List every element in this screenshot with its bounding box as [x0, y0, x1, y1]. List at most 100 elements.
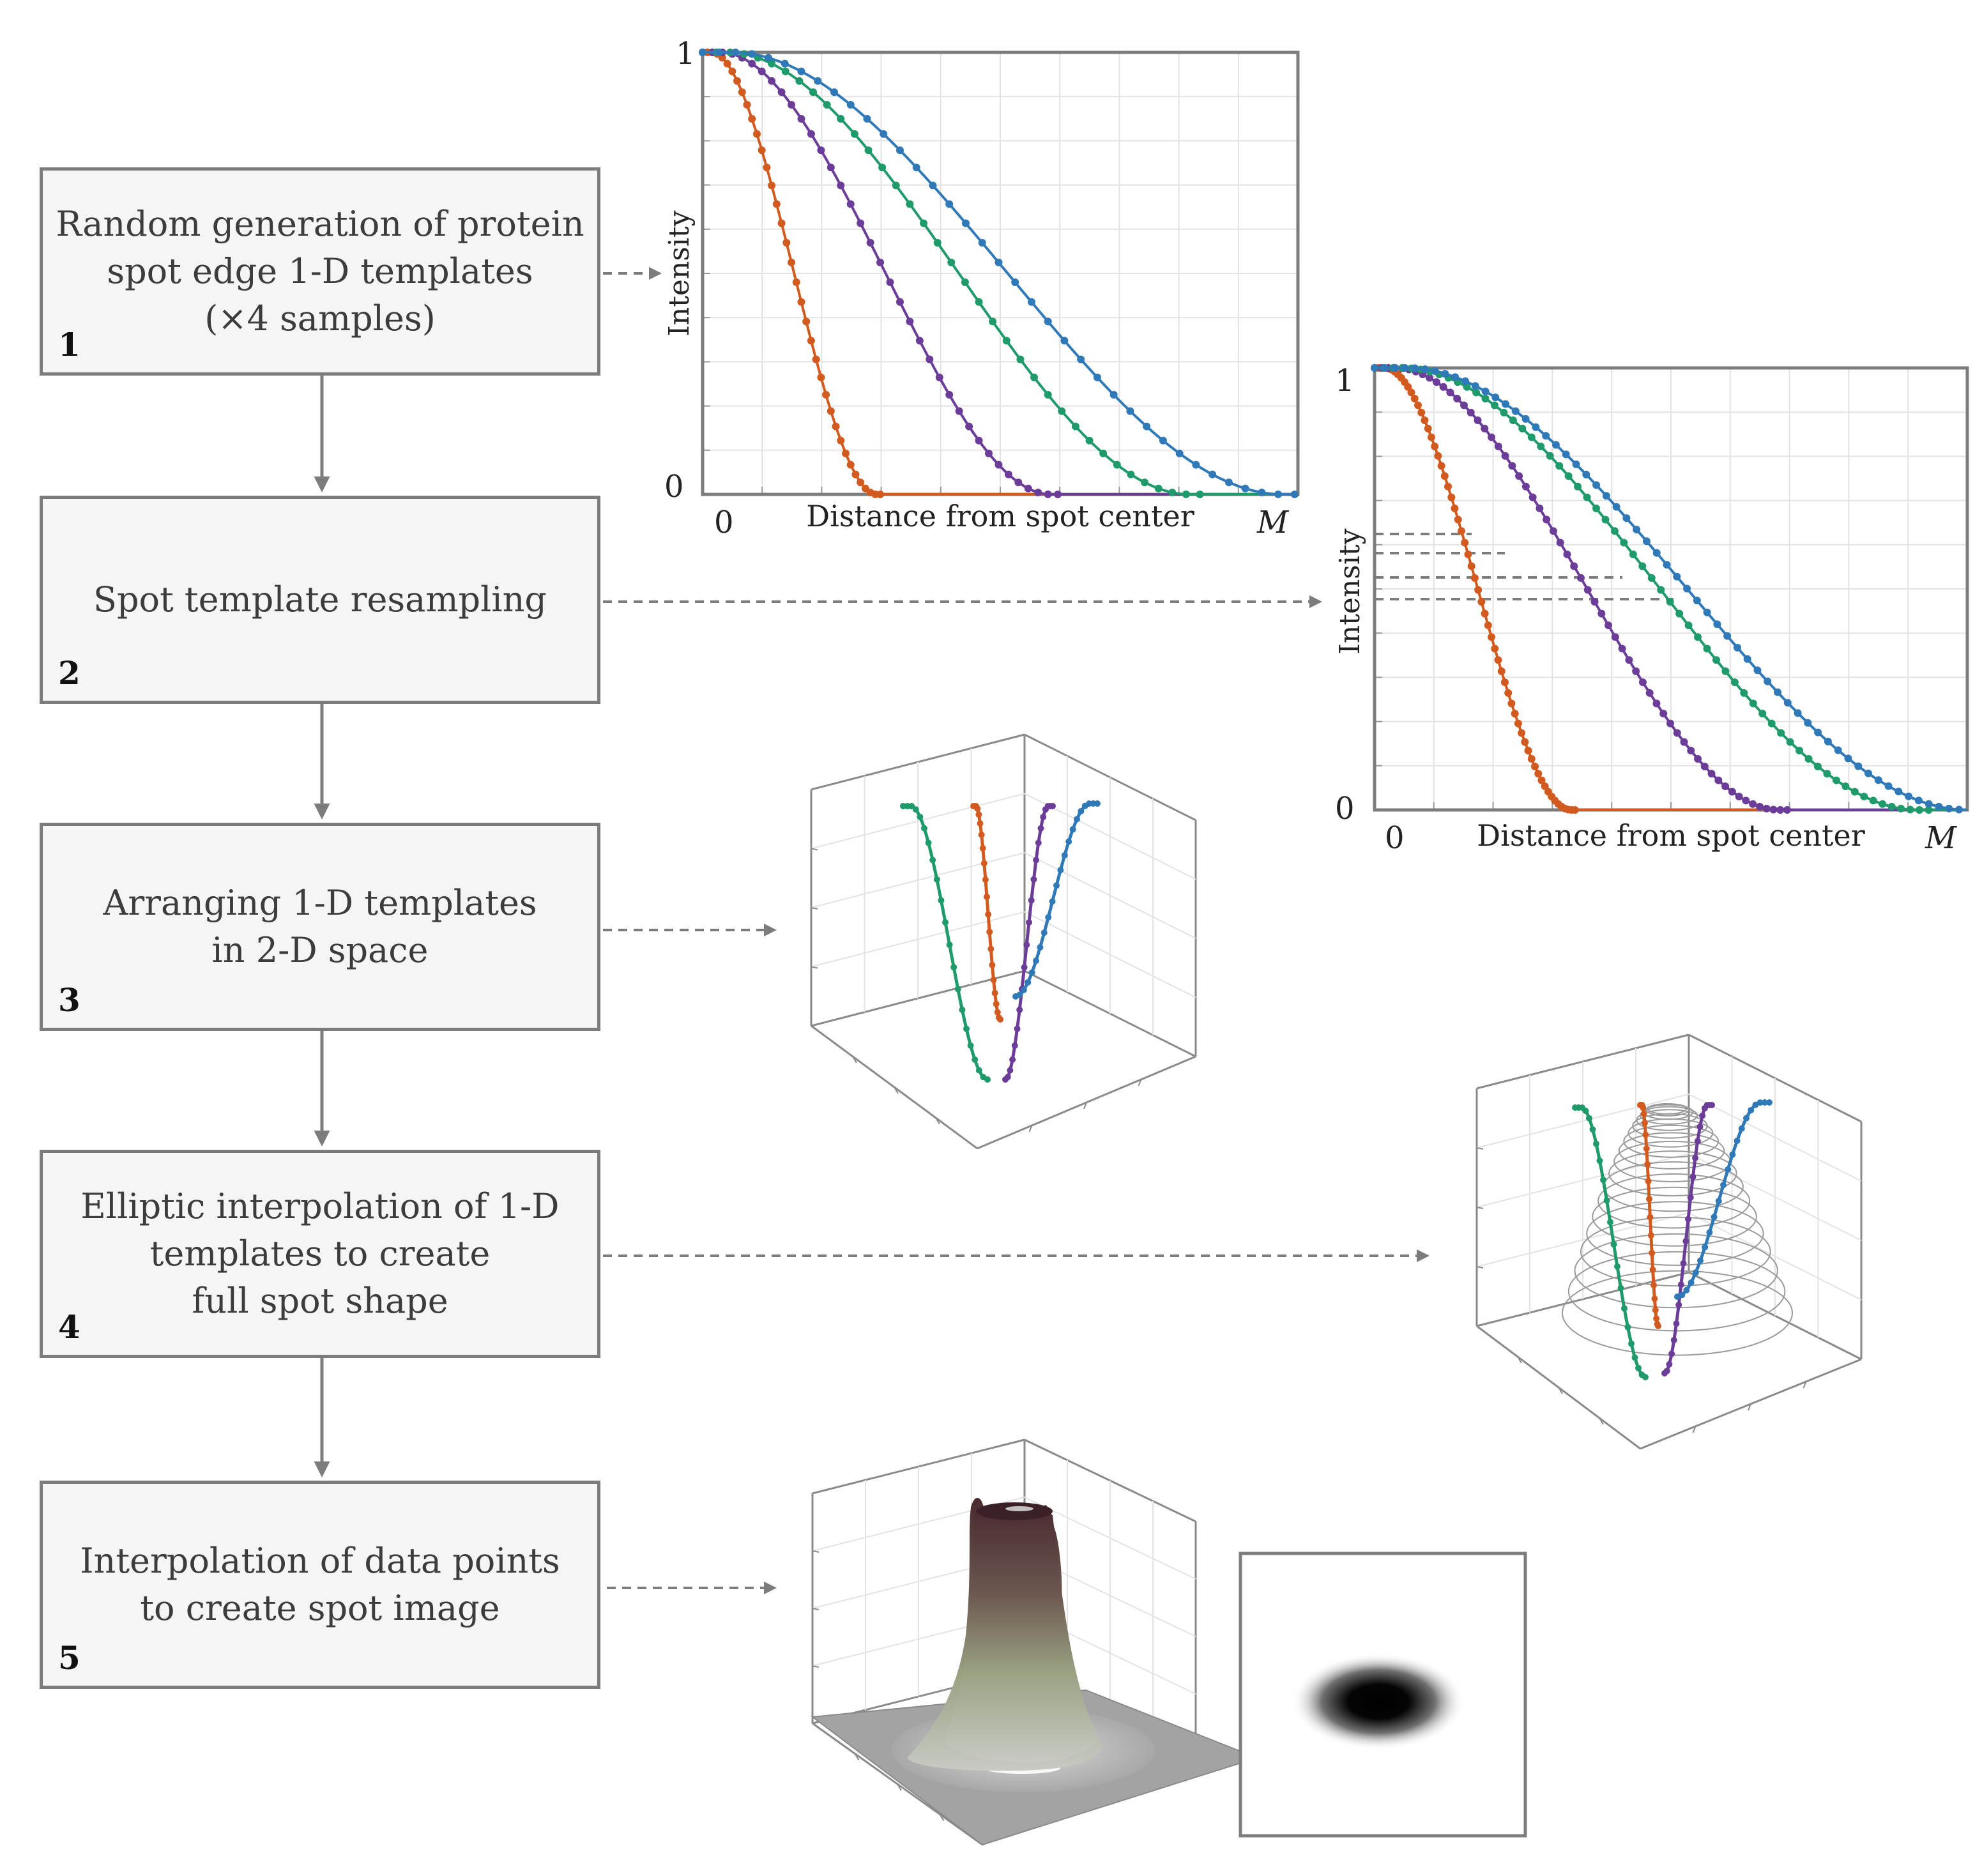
chart-2-series-green-point	[1850, 788, 1859, 796]
box-4-green-point	[1638, 1371, 1645, 1378]
box-4-orange-point	[1649, 1249, 1656, 1256]
chart-2-series-blue-point	[1542, 432, 1550, 440]
chart-2-series-green-point	[1916, 806, 1924, 814]
chart-2-series-orange-point	[1507, 699, 1516, 708]
box-4-orange-point	[1644, 1161, 1651, 1168]
chart-1-series-blue-point	[1241, 484, 1249, 492]
box-4-purple-point	[1663, 1368, 1670, 1375]
box-4-green-point	[1631, 1354, 1638, 1361]
chart-2-series-blue-point	[1703, 608, 1711, 616]
chart-2-series-blue-point	[1633, 526, 1641, 534]
chart-2-series-purple-point	[1680, 738, 1688, 746]
box-4-tick	[1599, 1417, 1604, 1425]
box-3-orange-point	[975, 811, 982, 818]
chart-1-series-purple-point	[926, 355, 934, 363]
chart-2-series-blue-point	[1441, 370, 1449, 378]
chart-2-series-green-point	[1527, 433, 1536, 441]
chart-1-series-orange-point	[763, 164, 771, 172]
chart-2-series-purple-point	[1590, 598, 1599, 606]
box-3-blue-point	[1074, 816, 1080, 823]
chart-2-series-blue-point	[1824, 737, 1832, 745]
chart-2-series-blue-point	[1673, 572, 1681, 581]
spot-image-blob	[1292, 1653, 1465, 1750]
chart-1-series-blue-point	[961, 219, 970, 227]
chart-2-series-blue-point	[1894, 788, 1903, 796]
chart-2-series-blue-point	[1925, 800, 1933, 808]
box-3-orange-point	[989, 961, 996, 968]
chart-2-series-green-point	[1897, 804, 1905, 812]
box-3-orange-point	[985, 911, 992, 918]
chart-1-series-purple-point	[984, 449, 993, 457]
chart-1-series-purple-point	[896, 298, 904, 306]
chart-2-series-blue-point	[1411, 364, 1419, 372]
chart-1-series-blue-point	[1274, 490, 1283, 498]
chart-1-series-blue-point	[1093, 373, 1101, 381]
spot-surface-top-highlight	[1005, 1506, 1033, 1511]
chart-2-series-blue-point	[1914, 797, 1923, 805]
chart-1-series-blue-point	[699, 49, 706, 56]
chart-2-series-orange-point	[1518, 729, 1526, 737]
chart-2-series-green-point	[1694, 633, 1702, 641]
chart-2-series-orange-point	[1494, 656, 1502, 664]
chart-1-series-orange-point	[797, 298, 805, 306]
chart-1-series-green-point	[933, 239, 941, 247]
box-4-purple-point	[1677, 1281, 1684, 1288]
chart-1-series-orange-point	[837, 436, 845, 445]
chart-2-series-green-point	[1795, 747, 1804, 755]
chart-1-series-purple-point	[797, 114, 805, 123]
chart-1-series-green-point	[1071, 422, 1079, 431]
step-3-text: Arranging 1-D templates in 2-D space	[103, 883, 537, 970]
chart-2-xtick-left: 0	[1385, 820, 1405, 856]
chart-2-series-blue-point	[1511, 407, 1520, 415]
chart-2-series-blue-point	[1521, 415, 1530, 423]
chart-2-series-purple-point	[1611, 633, 1619, 641]
chart-1-series-orange-point	[802, 317, 811, 326]
chart-2-series-blue-point	[1834, 746, 1842, 754]
chart-2-series-green-point	[1620, 538, 1628, 547]
chart-2-series-blue-point	[1421, 365, 1429, 374]
spot-surface-top	[976, 1502, 1053, 1520]
chart-2-series-blue-point	[1371, 364, 1378, 372]
chart-2-series-green-point	[1675, 609, 1684, 618]
chart-2-series-orange-point	[1477, 598, 1486, 606]
box-3-blue-point	[1037, 944, 1044, 951]
chart-1-series-green-point	[947, 258, 956, 266]
box-4-purple-point	[1692, 1154, 1699, 1161]
box-4-grid	[1688, 1094, 1862, 1182]
box-3-tick	[1083, 1102, 1087, 1110]
chart-1-series-green-point	[1085, 436, 1094, 445]
box-3-orange-point	[978, 831, 985, 838]
chart-1-series-purple-point	[965, 422, 973, 431]
chart-2-series-purple-point	[1625, 656, 1633, 664]
chart-2-series-green-point	[1786, 738, 1794, 746]
chart-2-series-blue-point	[1562, 450, 1570, 459]
box-4-blue-point	[1715, 1198, 1722, 1205]
box-3-green-point	[925, 839, 932, 846]
chart-2-series-green-point	[1574, 482, 1582, 491]
chart-2-series-green-point	[1610, 527, 1619, 535]
chart-1-series-purple-point	[876, 258, 885, 266]
chart-2-series-blue-point	[1532, 423, 1540, 431]
box-4-mesh-ring	[1608, 1150, 1737, 1197]
chart-2-series-purple-point	[1543, 515, 1551, 524]
box-4-tick	[1748, 1403, 1751, 1411]
chart-2-series-blue-point	[1582, 470, 1590, 478]
chart-2-series-blue-point	[1874, 776, 1882, 784]
chart-1-series-purple-point	[846, 200, 855, 208]
chart-2-series-green-point	[1490, 401, 1498, 409]
chart-2-series-blue-point	[1683, 584, 1691, 593]
chart-2-series-green-point	[1832, 776, 1840, 784]
box-4-purple-point	[1668, 1350, 1675, 1357]
box-3-orange-point	[986, 928, 993, 935]
chart-2-series-purple-point	[1570, 562, 1578, 570]
step-1-box: Random generation of protein spot edge 1…	[40, 167, 600, 376]
box-3-orange-point	[991, 989, 998, 996]
chart-2-series-orange-point	[1534, 770, 1543, 778]
box-3-purple-point	[1026, 919, 1032, 926]
box-4-tick	[1558, 1387, 1563, 1394]
box-4-green-point	[1607, 1219, 1613, 1226]
chart-1-series-green-point	[1030, 373, 1039, 381]
box-4-green-point	[1600, 1177, 1606, 1184]
chart-2-series-orange-point	[1431, 442, 1439, 450]
box-3-orange-point	[994, 1009, 1001, 1016]
